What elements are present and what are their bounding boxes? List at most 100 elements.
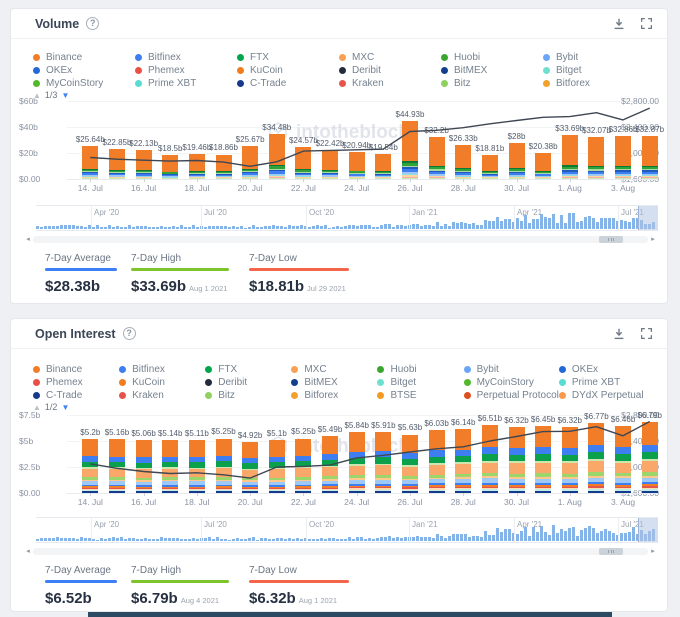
pager-up-icon[interactable]: ▲ <box>33 402 41 412</box>
legend-item-ftx[interactable]: FTX <box>205 363 291 376</box>
stacked-bar-21-jul[interactable] <box>268 134 285 179</box>
legend-item-bybit[interactable]: Bybit <box>543 51 645 64</box>
legend-item-bitmex[interactable]: BitMEX <box>441 64 543 77</box>
stacked-bar-27-jul[interactable] <box>428 430 445 493</box>
legend-item-prime-xbt[interactable]: Prime XBT <box>558 376 645 389</box>
help-icon[interactable] <box>122 327 136 340</box>
scrollbar-thumb[interactable] <box>599 548 624 555</box>
stacked-bar-19-jul[interactable] <box>215 154 232 179</box>
stacked-bar-26-jul[interactable] <box>401 120 418 179</box>
legend-item-perpetual-protocol[interactable]: Perpetual Protocol <box>463 389 559 402</box>
legend-item-bitforex[interactable]: Bitforex <box>543 77 645 90</box>
stacked-bar-30-jul[interactable] <box>508 142 525 179</box>
pager-up-icon[interactable]: ▲ <box>33 90 41 100</box>
stacked-bar-23-jul[interactable] <box>322 149 339 179</box>
stacked-bar-27-jul[interactable] <box>428 137 445 179</box>
legend-item-bitfinex[interactable]: Bitfinex <box>119 363 205 376</box>
stacked-bar-16-jul[interactable] <box>135 150 152 179</box>
legend-item-btse[interactable]: BTSE <box>377 389 463 402</box>
pager-down-icon[interactable]: ▼ <box>61 402 70 412</box>
legend-item-bybit[interactable]: Bybit <box>463 363 559 376</box>
stacked-bar-18-jul[interactable] <box>188 153 205 179</box>
stacked-bar-21-jul[interactable] <box>268 440 285 493</box>
stacked-bar-4-aug[interactable] <box>641 422 658 493</box>
scrubber-selection[interactable] <box>638 206 658 230</box>
stacked-bar-1-aug[interactable] <box>561 427 578 493</box>
scroll-right-icon[interactable]: ▸ <box>651 236 655 243</box>
stacked-bar-29-jul[interactable] <box>481 425 498 493</box>
stacked-bar-2-aug[interactable] <box>588 137 605 179</box>
legend-item-huobi[interactable]: Huobi <box>377 363 463 376</box>
legend-item-huobi[interactable]: Huobi <box>441 51 543 64</box>
legend-item-bitmex[interactable]: BitMEX <box>291 376 377 389</box>
legend-item-bitget[interactable]: Bitget <box>543 64 645 77</box>
stacked-bar-17-jul[interactable] <box>162 155 179 179</box>
legend-item-bitfinex[interactable]: Bitfinex <box>135 51 237 64</box>
legend-item-c-trade[interactable]: C-Trade <box>237 77 339 90</box>
legend-item-mycoinstory[interactable]: MyCoinStory <box>33 77 135 90</box>
legend-item-phemex[interactable]: Phemex <box>135 64 237 77</box>
legend-item-bitz[interactable]: Bitz <box>205 389 291 402</box>
download-icon[interactable] <box>612 327 626 341</box>
legend-item-ftx[interactable]: FTX <box>237 51 339 64</box>
stacked-bar-14-jul[interactable] <box>82 439 99 493</box>
legend-item-bitz[interactable]: Bitz <box>441 77 543 90</box>
stacked-bar-3-aug[interactable] <box>615 136 632 179</box>
stacked-bar-4-aug[interactable] <box>641 136 658 179</box>
legend-item-dydx-perpetual[interactable]: DYdX Perpetual <box>558 389 645 402</box>
stacked-bar-20-jul[interactable] <box>242 145 259 179</box>
stacked-bar-17-jul[interactable] <box>162 439 179 493</box>
stacked-bar-14-jul[interactable] <box>82 145 99 179</box>
legend-item-binance[interactable]: Binance <box>33 51 135 64</box>
stacked-bar-31-jul[interactable] <box>535 152 552 179</box>
stacked-bar-1-aug[interactable] <box>561 135 578 179</box>
legend-item-bitforex[interactable]: Bitforex <box>291 389 377 402</box>
stacked-bar-22-jul[interactable] <box>295 147 312 179</box>
stacked-bar-15-jul[interactable] <box>108 149 125 179</box>
stacked-bar-28-jul[interactable] <box>455 144 472 179</box>
stacked-bar-16-jul[interactable] <box>135 440 152 493</box>
legend-item-phemex[interactable]: Phemex <box>33 376 119 389</box>
stacked-bar-26-jul[interactable] <box>401 434 418 493</box>
stacked-bar-22-jul[interactable] <box>295 438 312 493</box>
legend-item-kraken[interactable]: Kraken <box>339 77 441 90</box>
stacked-bar-23-jul[interactable] <box>322 435 339 493</box>
download-icon[interactable] <box>612 17 626 31</box>
legend-item-binance[interactable]: Binance <box>33 363 119 376</box>
scroll-right-icon[interactable]: ▸ <box>651 548 655 555</box>
legend-item-prime-xbt[interactable]: Prime XBT <box>135 77 237 90</box>
stacked-bar-2-aug[interactable] <box>588 422 605 493</box>
stacked-bar-25-jul[interactable] <box>375 153 392 179</box>
stacked-bar-24-jul[interactable] <box>348 432 365 493</box>
scroll-left-icon[interactable]: ◂ <box>26 236 30 243</box>
scrollbar-track[interactable] <box>33 548 648 555</box>
stacked-bar-30-jul[interactable] <box>508 427 525 493</box>
scroll-left-icon[interactable]: ◂ <box>26 548 30 555</box>
stacked-bar-29-jul[interactable] <box>481 154 498 179</box>
legend-item-mycoinstory[interactable]: MyCoinStory <box>463 376 559 389</box>
stacked-bar-3-aug[interactable] <box>615 425 632 493</box>
scrubber-selection[interactable] <box>638 518 658 542</box>
stacked-bar-24-jul[interactable] <box>348 151 365 179</box>
expand-icon[interactable] <box>640 17 653 30</box>
legend-item-c-trade[interactable]: C-Trade <box>33 389 119 402</box>
legend-item-mxc[interactable]: MXC <box>339 51 441 64</box>
stacked-bar-28-jul[interactable] <box>455 429 472 493</box>
stacked-bar-19-jul[interactable] <box>215 438 232 493</box>
stacked-bar-15-jul[interactable] <box>108 439 125 493</box>
scrollbar-thumb[interactable] <box>599 236 624 243</box>
legend-item-kucoin[interactable]: KuCoin <box>119 376 205 389</box>
legend-item-bitget[interactable]: Bitget <box>377 376 463 389</box>
timeline-scrubber[interactable]: Apr '20 Jul '20 Oct '20 Jan '21 Apr '21 Jul '… <box>36 517 658 543</box>
stacked-bar-18-jul[interactable] <box>188 439 205 493</box>
legend-item-deribit[interactable]: Deribit <box>205 376 291 389</box>
stacked-bar-20-jul[interactable] <box>242 441 259 493</box>
stacked-bar-31-jul[interactable] <box>535 426 552 493</box>
legend-item-okex[interactable]: OKEx <box>558 363 645 376</box>
legend-item-mxc[interactable]: MXC <box>291 363 377 376</box>
legend-item-deribit[interactable]: Deribit <box>339 64 441 77</box>
expand-icon[interactable] <box>640 327 653 340</box>
legend-item-okex[interactable]: OKEx <box>33 64 135 77</box>
legend-item-kraken[interactable]: Kraken <box>119 389 205 402</box>
stacked-bar-25-jul[interactable] <box>375 431 392 493</box>
